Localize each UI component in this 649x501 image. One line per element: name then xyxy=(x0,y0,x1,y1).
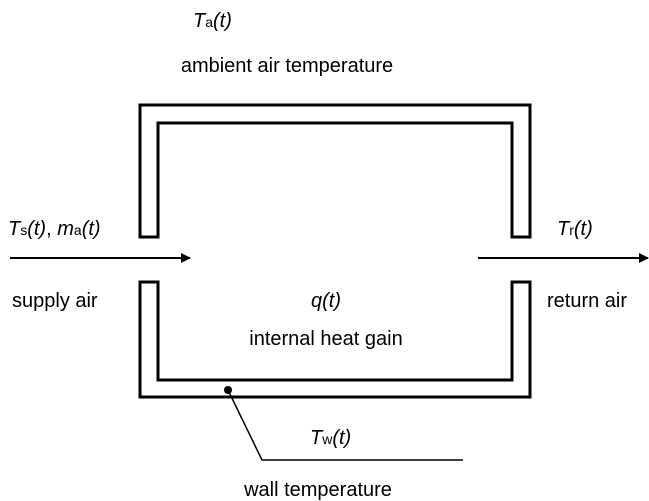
ambient-description: ambient air temperature xyxy=(181,55,393,77)
subscript: a xyxy=(74,222,82,238)
wall-leader xyxy=(227,389,463,461)
supply-quantities: Ts(t), ma(t) xyxy=(8,218,101,240)
argument: (t) xyxy=(574,218,593,240)
argument: (t) xyxy=(332,427,351,449)
wall-quantity: Tw(t) xyxy=(310,427,351,449)
return-description: return air xyxy=(547,290,627,312)
argument: (t) xyxy=(213,10,232,32)
symbol: T xyxy=(8,218,22,240)
subscript: s xyxy=(20,222,27,238)
internal-quantity: q(t) xyxy=(311,290,341,312)
separator: , xyxy=(46,218,57,240)
symbol: m xyxy=(57,218,74,240)
symbol: T xyxy=(310,427,324,449)
argument: (t) xyxy=(27,218,46,240)
symbol: T xyxy=(193,10,207,32)
internal-description: internal heat gain xyxy=(249,328,402,350)
subscript: r xyxy=(569,222,574,238)
subscript: w xyxy=(321,431,333,447)
symbol: T xyxy=(557,218,571,240)
ambient-quantity: Ta(t) xyxy=(193,10,232,32)
room-walls xyxy=(138,103,532,399)
wall-description: wall temperature xyxy=(243,479,392,501)
subscript: a xyxy=(205,14,213,30)
supply-description: supply air xyxy=(12,290,98,312)
return-quantity: Tr(t) xyxy=(557,218,593,240)
argument: (t) xyxy=(82,218,101,240)
